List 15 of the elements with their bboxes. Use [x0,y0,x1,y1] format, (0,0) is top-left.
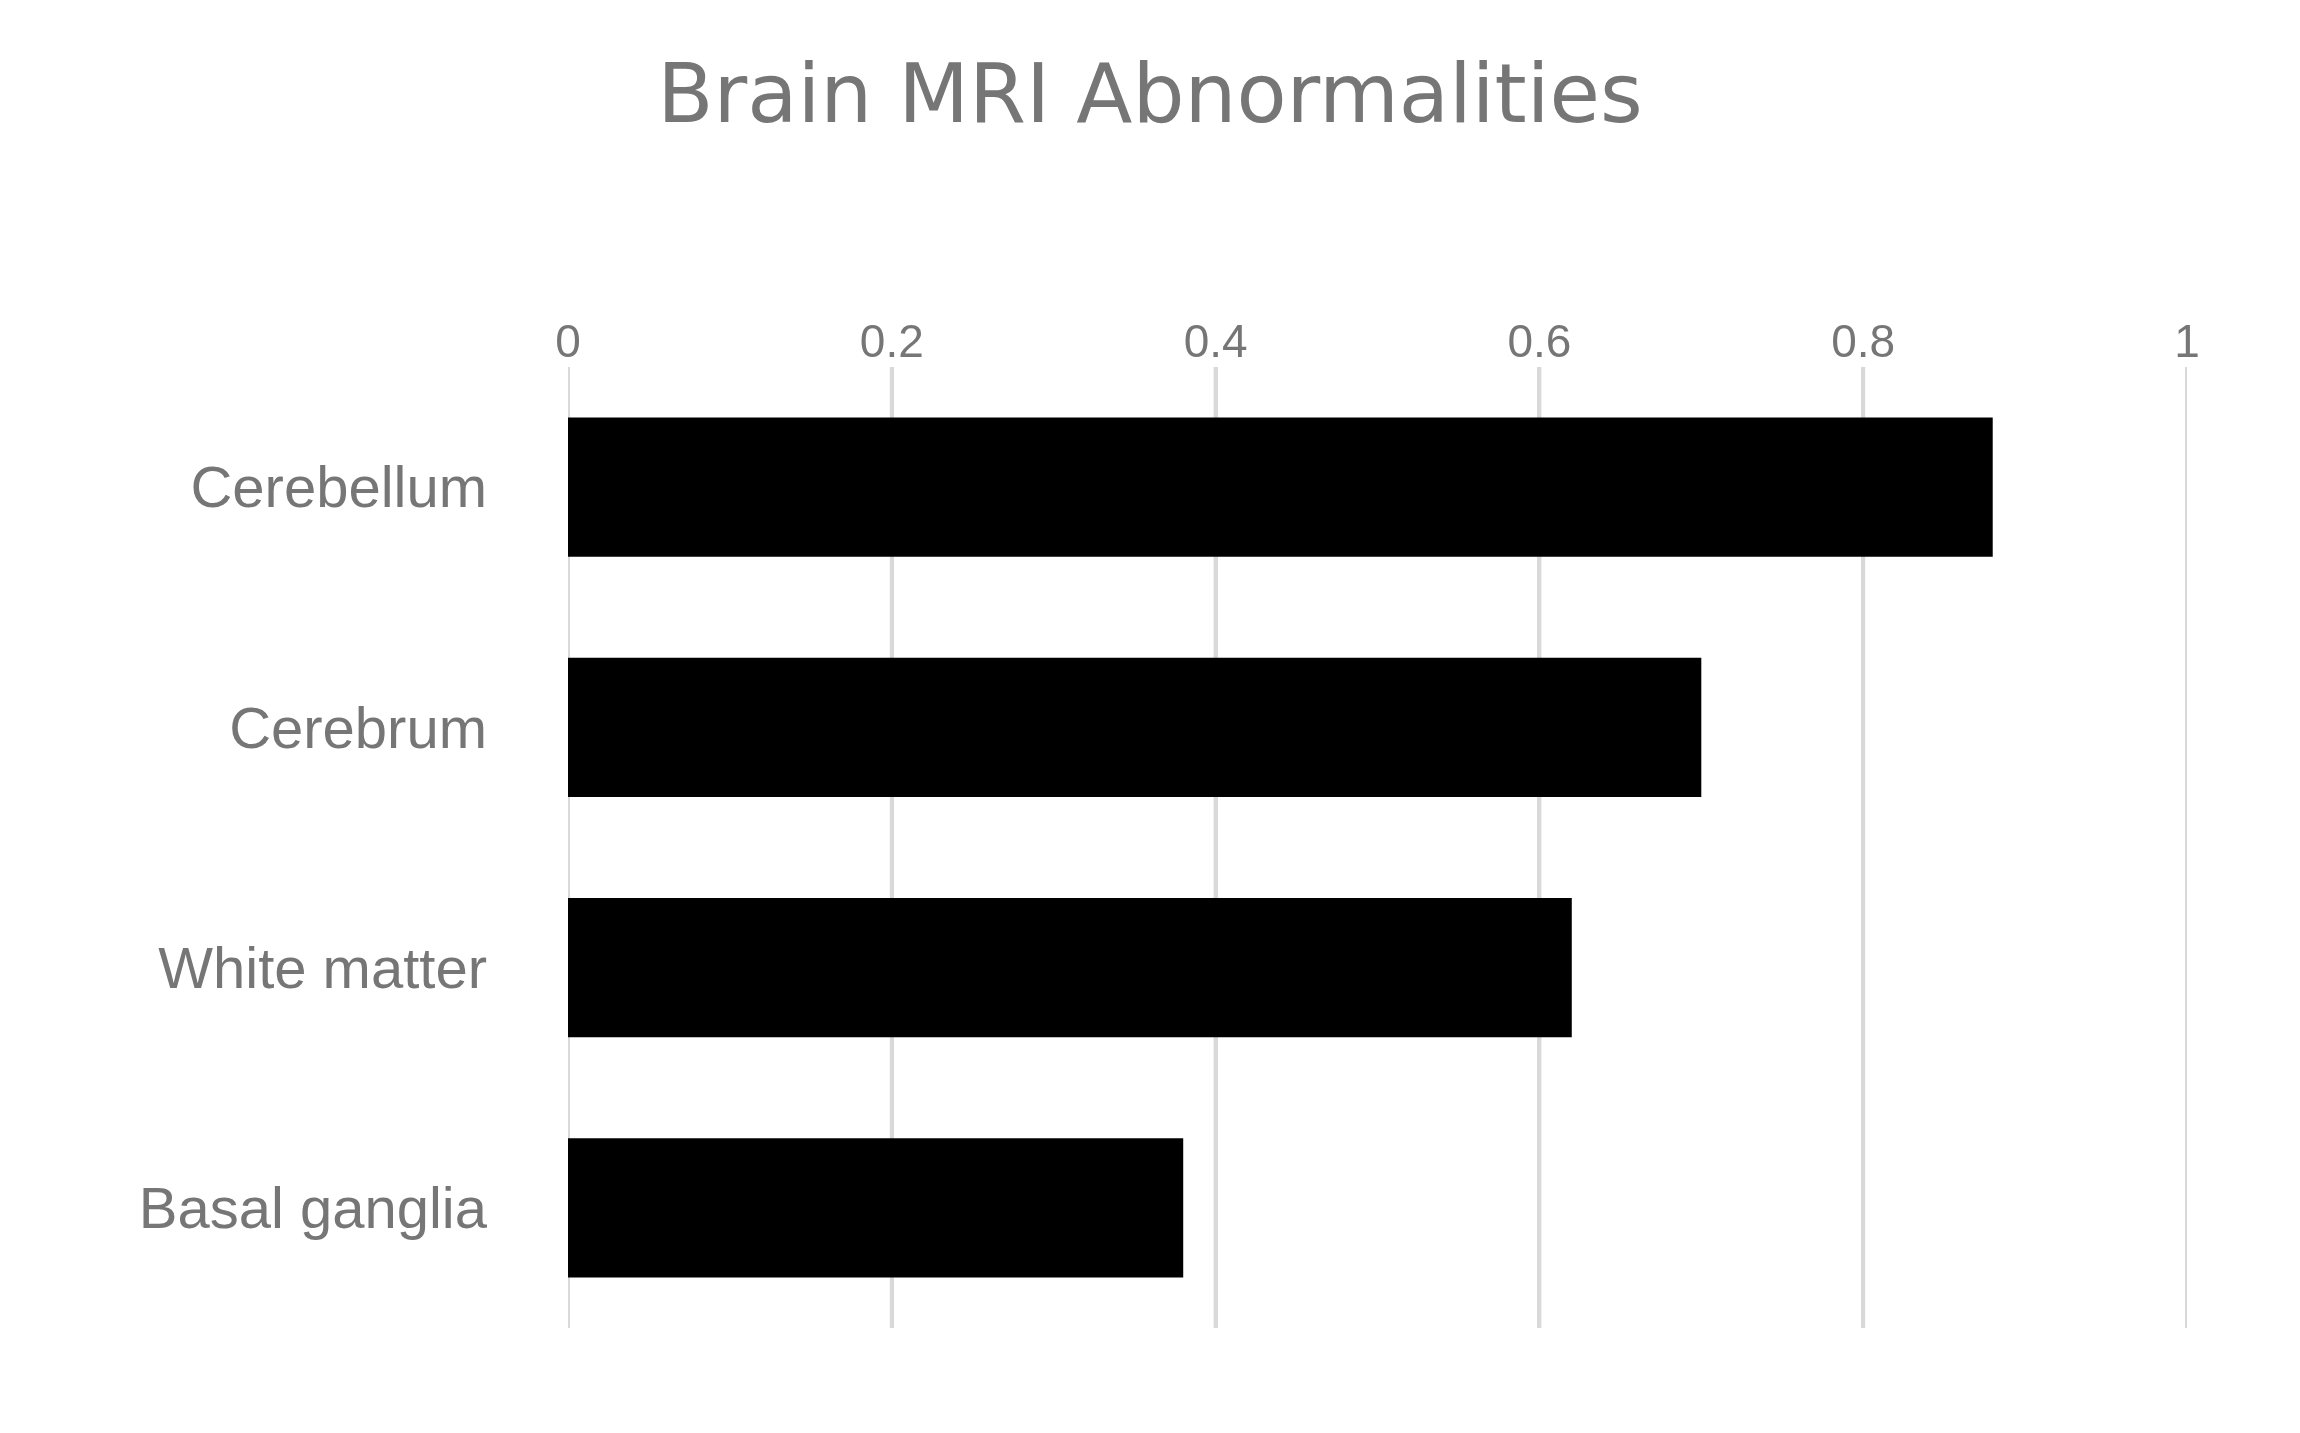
y-tick-label: Cerebrum [229,694,487,760]
x-tick-label: 0.2 [859,314,924,367]
x-tick-label: 0 [555,314,581,367]
y-tick-label: Cerebellum [190,454,487,520]
y-tick-label: Basal ganglia [138,1175,488,1241]
bar [568,657,1702,798]
bar [568,417,1993,557]
x-tick-label: 1 [2174,314,2200,367]
y-tick-label: White matter [158,934,487,1000]
bar [568,1138,1184,1278]
x-tick-label: 0.6 [1507,314,1572,367]
bar [568,897,1572,1038]
x-tick-label: 0.4 [1183,314,1248,367]
x-tick-label: 0.8 [1831,314,1896,367]
chart-title: Brain MRI Abnormalities [657,45,1643,141]
